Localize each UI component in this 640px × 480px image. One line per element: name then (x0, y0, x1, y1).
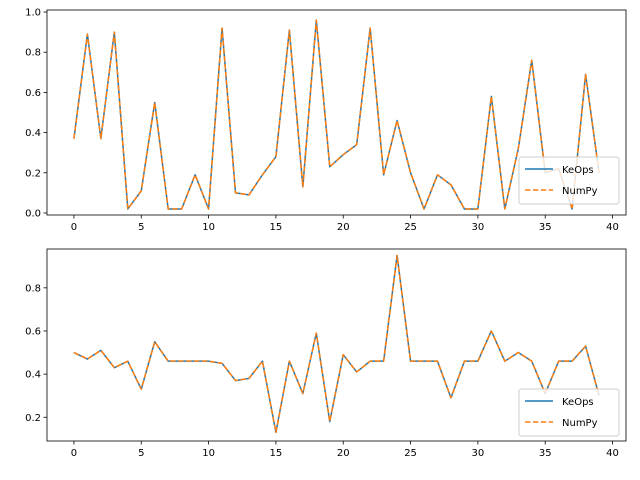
x-tick-label: 10 (202, 222, 215, 233)
axes-frame (46, 248, 627, 442)
x-tick-label: 0 (71, 448, 77, 459)
y-tick-label: 0.0 (25, 208, 41, 219)
x-tick-label: 20 (337, 222, 350, 233)
y-tick-label: 0.4 (25, 128, 41, 139)
x-tick-label: 0 (71, 222, 77, 233)
series-line-numpy (73, 254, 600, 434)
y-tick-label: 0.4 (25, 370, 41, 381)
x-tick-label: 25 (404, 448, 417, 459)
legend: KeOps NumPy (518, 388, 620, 437)
x-tick-label: 35 (539, 448, 552, 459)
x-tick-label: 25 (404, 222, 417, 233)
legend-label-keops: KeOps (562, 165, 594, 176)
y-tick-label: 0.6 (25, 88, 41, 99)
x-tick-label: 15 (270, 448, 283, 459)
y-tick-label: 0.8 (25, 48, 41, 59)
y-tick-label: 0.8 (25, 283, 41, 294)
legend-label-numpy: NumPy (562, 418, 598, 429)
x-tick-label: 20 (337, 448, 350, 459)
y-tick-label: 0.2 (25, 413, 41, 424)
x-tick-label: 30 (472, 448, 485, 459)
legend: KeOps NumPy (518, 156, 620, 205)
axes-frame (46, 9, 627, 216)
series-line-numpy (73, 19, 600, 210)
x-tick-label: 40 (606, 448, 619, 459)
x-tick-label: 5 (138, 448, 144, 459)
x-tick-label: 15 (270, 222, 283, 233)
legend-label-numpy: NumPy (562, 186, 598, 197)
y-tick-label: 0.6 (25, 326, 41, 337)
y-tick-label: 0.2 (25, 168, 41, 179)
x-tick-label: 10 (202, 448, 215, 459)
legend-label-keops: KeOps (562, 397, 594, 408)
x-tick-label: 30 (472, 222, 485, 233)
bottom-subplot: 0 5 10 15 20 25 30 35 40 0.2 0.4 0.6 0.8 KeOps NumPy (25, 248, 627, 459)
x-tick-label: 5 (138, 222, 144, 233)
top-subplot: 0 5 10 15 20 25 30 35 40 0.0 0.2 0.4 0.6 0.8 1.0 KeOps N… (25, 8, 627, 233)
x-tick-label: 40 (606, 222, 619, 233)
y-tick-label: 1.0 (25, 8, 41, 19)
x-tick-label: 35 (539, 222, 552, 233)
